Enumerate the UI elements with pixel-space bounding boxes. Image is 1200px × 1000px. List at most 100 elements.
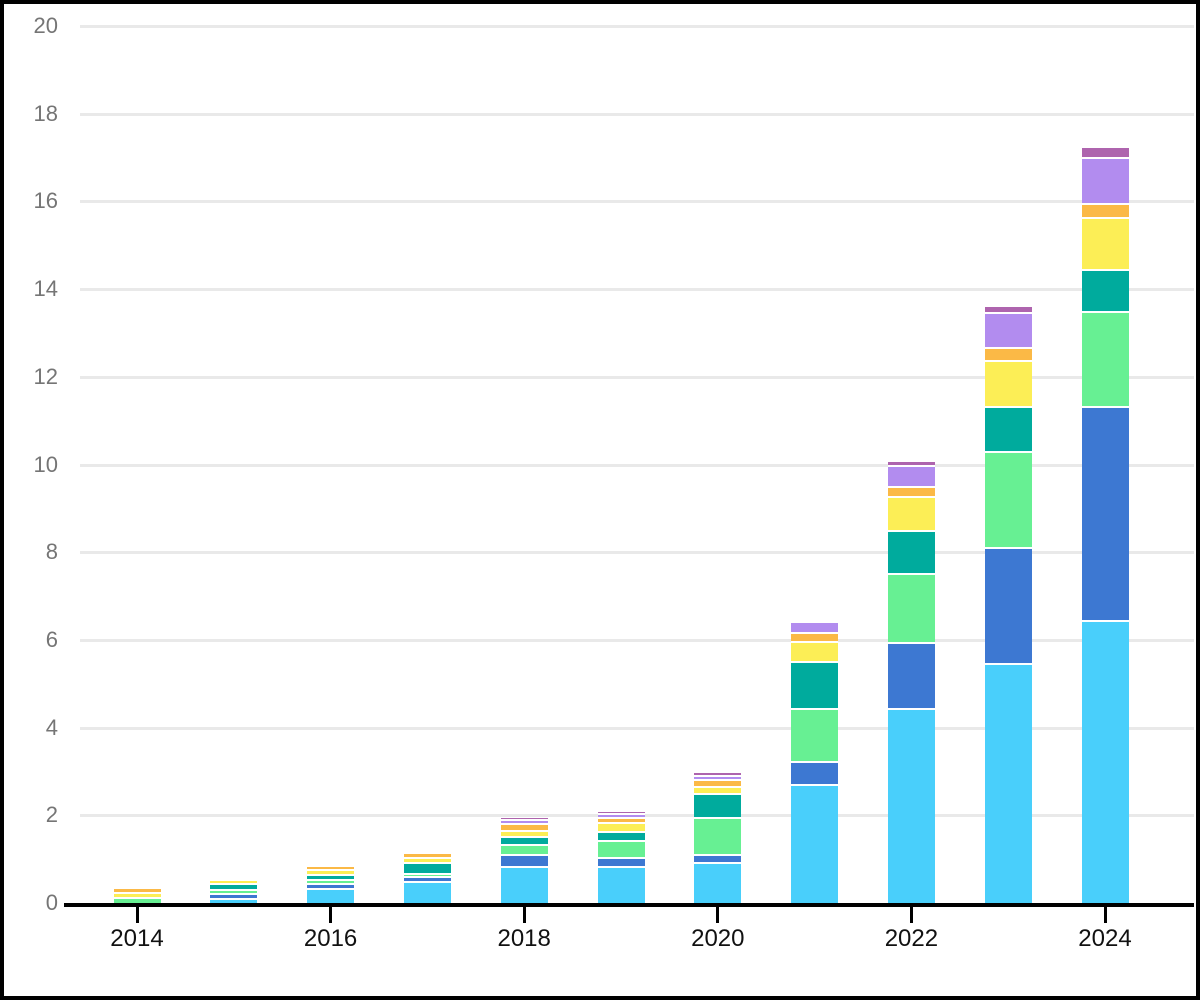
- bar-segment-yellow: [791, 642, 839, 664]
- bar-segment-blue: [887, 644, 935, 710]
- bar-segment-green: [694, 819, 742, 856]
- bar-segment-yellow: [597, 824, 645, 834]
- gridline: [80, 726, 1194, 730]
- x-tick-label: 2018: [497, 925, 551, 952]
- y-tick-label: 14: [33, 276, 58, 302]
- bar-2016: [307, 4, 355, 903]
- bar-segment-skyblue: [210, 899, 258, 903]
- bar-segment-orange: [113, 888, 161, 895]
- bar-segment-purple: [694, 776, 742, 782]
- bar-segment-mauve: [597, 811, 645, 816]
- bar-segment-blue: [597, 859, 645, 869]
- x-tick-label: 2020: [691, 925, 745, 952]
- bar-segment-teal: [1081, 270, 1129, 314]
- bar-segment-teal: [887, 531, 935, 576]
- bar-segment-mauve: [500, 817, 548, 821]
- y-tick-label: 4: [45, 714, 58, 740]
- bar-segment-green: [210, 890, 258, 896]
- bar-segment-purple: [500, 820, 548, 826]
- bar-segment-orange: [887, 487, 935, 498]
- gridline: [80, 375, 1194, 379]
- bar-segment-teal: [307, 876, 355, 882]
- bar-segment-green: [887, 575, 935, 645]
- bar-segment-blue: [210, 895, 258, 900]
- bar-segment-yellow: [694, 788, 742, 796]
- bar-segment-yellow: [1081, 219, 1129, 271]
- bar-segment-blue: [500, 855, 548, 868]
- stacked-bar-chart: 0 2 4 6 8 10 12 14 16 18 20 2014 2016 2018 2020 2022 202…: [4, 4, 1196, 996]
- x-tick-mark: [135, 907, 139, 923]
- bar-segment-blue: [984, 549, 1032, 666]
- bar-segment-green: [597, 842, 645, 860]
- y-tick-label: 6: [45, 626, 58, 652]
- bar-segment-yellow: [984, 361, 1032, 409]
- x-tick-label: 2024: [1078, 925, 1132, 952]
- bar-segment-skyblue: [1081, 622, 1129, 903]
- bar-segment-blue: [1081, 408, 1129, 623]
- bar-2024: [1081, 4, 1129, 903]
- bar-2020: [694, 4, 742, 903]
- bar-segment-teal: [403, 863, 451, 875]
- x-tick-mark: [909, 907, 913, 923]
- bar-segment-yellow: [403, 859, 451, 864]
- bar-segment-purple: [403, 852, 451, 855]
- x-tick-label: 2016: [303, 925, 358, 952]
- bar-segment-green: [403, 874, 451, 879]
- bar-segment-orange: [500, 825, 548, 832]
- gridline: [80, 463, 1194, 467]
- bar-segment-yellow: [887, 497, 935, 532]
- bar-segment-orange: [984, 349, 1032, 362]
- gridline: [80, 200, 1194, 204]
- bar-segment-skyblue: [791, 785, 839, 903]
- x-axis-line: [64, 903, 1194, 907]
- y-tick-label: 10: [33, 451, 58, 477]
- gridline: [80, 25, 1194, 28]
- y-tick-label: 8: [45, 539, 58, 565]
- bar-segment-purple: [791, 622, 839, 634]
- y-tick-label: 18: [33, 100, 58, 126]
- bar-segment-green: [984, 452, 1032, 550]
- bar-segment-green: [791, 710, 839, 764]
- bar-segment-teal: [694, 795, 742, 820]
- bar-segment-mauve: [984, 306, 1032, 314]
- bar-segment-blue: [403, 878, 451, 883]
- bar-segment-orange: [597, 819, 645, 825]
- bar-segment-skyblue: [403, 882, 451, 903]
- bar-segment-purple: [887, 466, 935, 488]
- bar-segment-teal: [984, 408, 1032, 453]
- bar-segment-green: [1081, 313, 1129, 409]
- bar-2019: [597, 4, 645, 903]
- bar-segment-skyblue: [500, 867, 548, 903]
- bar-segment-skyblue: [984, 665, 1032, 903]
- bar-segment-yellow: [113, 894, 161, 899]
- y-tick-label: 0: [45, 890, 58, 915]
- bar-segment-teal: [791, 663, 839, 711]
- bar-segment-skyblue: [887, 709, 935, 903]
- bar-2021: [791, 4, 839, 903]
- bar-segment-green: [500, 846, 548, 856]
- gridline: [80, 288, 1194, 292]
- y-tick-label: 16: [33, 188, 58, 214]
- y-tick-label: 20: [33, 13, 58, 38]
- gridline: [80, 112, 1194, 116]
- bar-segment-blue: [307, 885, 355, 890]
- bar-segment-yellow: [500, 831, 548, 839]
- x-tick-label: 2022: [884, 925, 939, 952]
- bar-segment-skyblue: [694, 864, 742, 903]
- y-tick-label: 2: [45, 802, 58, 828]
- bar-segment-green: [307, 881, 355, 886]
- bar-2015: [210, 4, 258, 903]
- bar-segment-purple: [1081, 159, 1129, 206]
- gridline: [80, 638, 1194, 642]
- bar-2022: [887, 4, 935, 903]
- bar-segment-orange: [403, 854, 451, 860]
- bar-segment-mauve: [887, 462, 935, 467]
- bar-segment-blue: [694, 855, 742, 865]
- bar-segment-teal: [597, 833, 645, 843]
- bar-2023: [984, 4, 1032, 903]
- bar-segment-orange: [791, 633, 839, 643]
- x-tick-mark: [329, 907, 333, 923]
- bar-2018: [500, 4, 548, 903]
- bar-segment-yellow: [307, 871, 355, 877]
- bar-segment-orange: [1081, 205, 1129, 220]
